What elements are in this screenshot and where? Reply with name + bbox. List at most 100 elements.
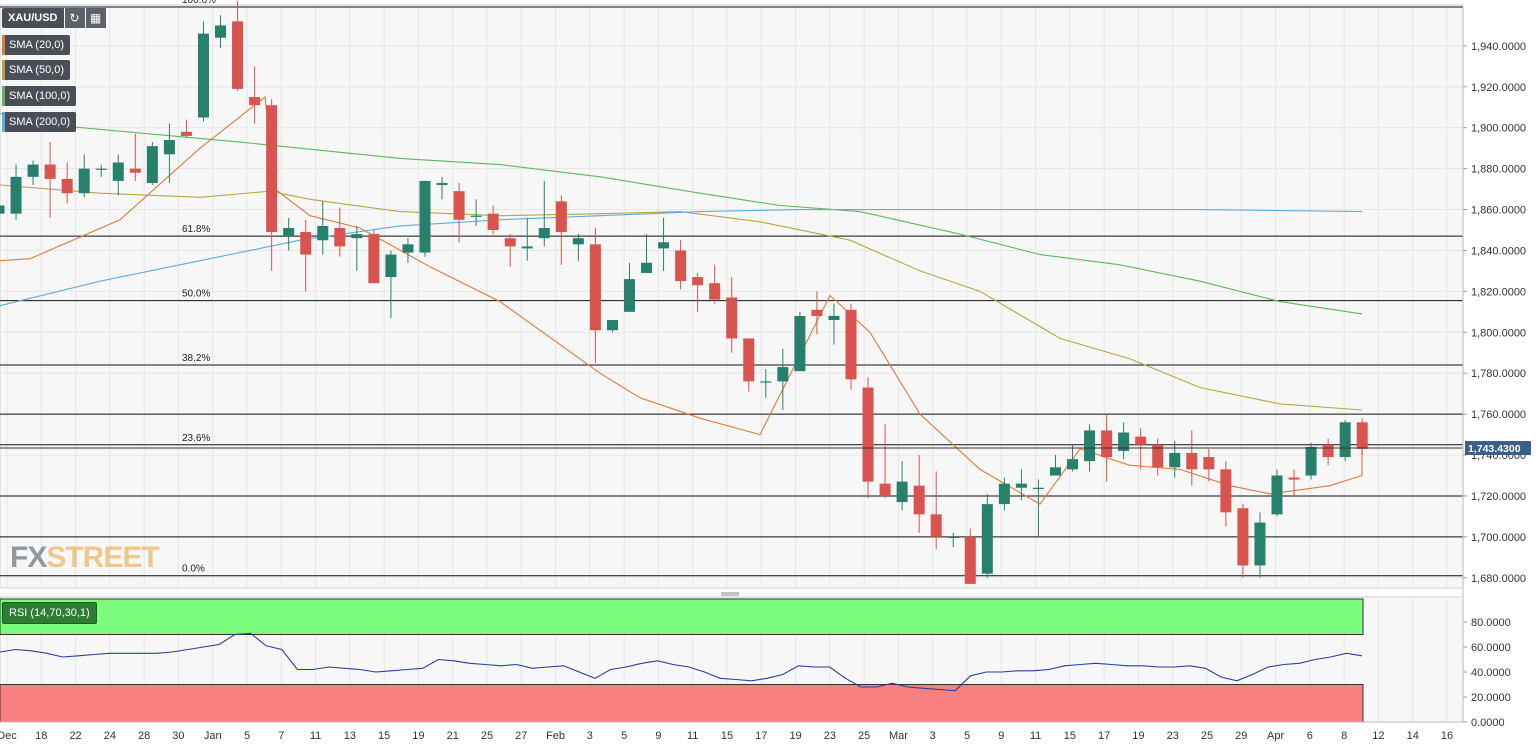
candle-body [1084,430,1096,462]
x-tick-label: 6 [1307,730,1313,742]
candle-body [606,320,618,331]
x-tick-label: 15 [1064,730,1076,742]
candle-body [487,213,499,231]
candle-body [266,105,278,233]
legend-swatch [2,86,5,106]
candle-body [1049,467,1061,476]
rsi-oversold-zone [0,684,1364,723]
rsi-y-tick-label: 60.0000 [1471,642,1511,654]
candle-body [828,315,840,321]
candle-body [402,244,414,253]
x-tick-label: 23 [824,730,836,742]
y-tick-label: 1,800.0000 [1471,327,1526,339]
candle-body [0,205,5,214]
x-tick-label: 16 [1441,730,1453,742]
x-tick-label: 24 [104,730,116,742]
fxstreet-logo: FXSTREET [10,541,160,575]
y-tick-label: 1,920.0000 [1471,82,1526,94]
candle-body [112,162,124,181]
rsi-y-tick-label: 20.0000 [1471,692,1511,704]
legend-sma-50[interactable]: SMA (50,0) [2,60,71,80]
candle-body [470,215,482,217]
candle-body [1101,430,1113,458]
symbol-selector[interactable]: XAU/USD ↻ ▦ [2,8,106,28]
x-tick-label: 15 [378,730,390,742]
candle-body [1356,422,1368,449]
y-tick-label: 1,840.0000 [1471,245,1526,257]
y-tick-label: 1,780.0000 [1471,368,1526,380]
x-tick-label: 8 [1341,730,1347,742]
candle-body [1203,457,1215,470]
candle-body [641,262,653,273]
legend-swatch [2,112,5,132]
legend-label: SMA (100,0) [9,90,71,102]
candle-body [777,367,789,382]
refresh-icon[interactable]: ↻ [64,8,85,28]
candle-body [300,232,312,255]
x-tick-label: 19 [789,730,801,742]
legend-swatch [2,35,5,55]
candle-body [95,168,107,170]
candle-body [1169,452,1181,468]
y-tick-label: 1,820.0000 [1471,286,1526,298]
x-tick-label: 19 [1132,730,1144,742]
candle-body [1322,444,1334,458]
y-tick-label: 1,880.0000 [1471,164,1526,176]
fib-level-label: 38.2% [182,353,210,364]
legend-swatch [2,60,5,80]
legend-label: SMA (20,0) [9,39,65,51]
y-tick-label: 1,700.0000 [1471,532,1526,544]
x-tick-label: 9 [655,730,661,742]
symbol-label[interactable]: XAU/USD [2,8,64,28]
x-tick-label: Mar [889,730,908,742]
candle-body [61,178,73,194]
candle-body [351,234,363,239]
rsi-y-tick-label: 40.0000 [1471,667,1511,679]
x-tick-label: Feb [546,730,565,742]
x-tick-label: 11 [1030,730,1041,742]
candle-body [913,485,925,515]
candle-body [385,254,397,278]
rsi-legend[interactable]: RSI (14,70,30,1) [2,602,97,624]
candle-body [538,227,550,239]
y-tick-label: 1,900.0000 [1471,123,1526,135]
candle-body [743,338,755,382]
candle-body [129,168,141,173]
x-tick-label: Apr [1267,730,1284,742]
legend-sma-200[interactable]: SMA (200,0) [2,112,77,132]
legend-sma-100[interactable]: SMA (100,0) [2,86,77,106]
y-tick-label: 1,760.0000 [1471,409,1526,421]
candle-body [726,297,738,339]
candle-body [146,146,158,183]
candle-body [947,536,959,539]
candle-body [1135,436,1147,445]
x-tick-label: 15 [721,730,733,742]
x-tick-label: Dec [0,730,17,742]
candle-body [334,227,346,247]
x-tick-label: 5 [244,730,250,742]
candle-body [709,283,721,300]
candle-body [1015,483,1027,488]
candle-body [879,483,891,496]
x-tick-label: 7 [278,730,284,742]
candle-body [1220,469,1232,513]
candle-body [930,514,942,537]
rsi-overbought-zone [0,598,1364,635]
calendar-icon[interactable]: ▦ [85,8,106,28]
candle-body [78,168,90,194]
x-tick-label: 3 [587,730,593,742]
fib-level-label: 50.0% [182,289,210,300]
current-price-badge [1465,441,1531,456]
candle-body [964,536,976,584]
candle-body [453,191,465,220]
candle-body [555,201,567,233]
y-axis-area [1463,0,1536,755]
candle-body [368,234,380,284]
x-tick-label: 29 [1235,730,1247,742]
legend-sma-20[interactable]: SMA (20,0) [2,35,71,55]
x-tick-label: 17 [755,730,767,742]
candle-body [283,227,295,237]
y-tick-label: 1,860.0000 [1471,205,1526,217]
x-tick-label: 9 [998,730,1004,742]
candle-body [1288,477,1300,480]
